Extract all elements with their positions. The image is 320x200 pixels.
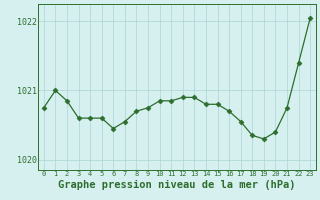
X-axis label: Graphe pression niveau de la mer (hPa): Graphe pression niveau de la mer (hPa) bbox=[58, 180, 296, 190]
